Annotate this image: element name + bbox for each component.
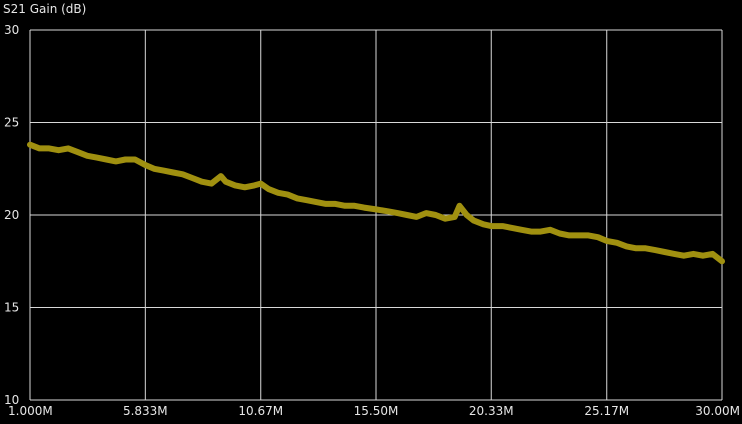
data-point	[633, 245, 639, 251]
data-point	[56, 147, 62, 153]
data-point	[719, 258, 725, 264]
data-point	[323, 201, 329, 207]
y-tick-label: 30	[4, 23, 19, 37]
data-point	[690, 251, 696, 257]
data-point	[700, 253, 706, 259]
data-point	[27, 142, 33, 148]
data-point	[394, 210, 400, 216]
data-point	[352, 203, 358, 209]
data-point	[199, 179, 205, 185]
data-point	[595, 234, 601, 240]
data-point	[208, 181, 214, 187]
x-tick-label: 20.33M	[469, 404, 514, 418]
x-tick-label: 10.67M	[238, 404, 283, 418]
data-point	[385, 208, 391, 214]
data-point	[414, 214, 420, 220]
data-point	[499, 223, 505, 229]
data-point	[480, 221, 486, 227]
x-tick-label: 25.17M	[584, 404, 629, 418]
y-tick-label: 20	[4, 208, 19, 222]
data-point	[404, 212, 410, 218]
data-point	[232, 182, 238, 188]
x-tick-label: 30.00M	[695, 404, 740, 418]
data-point	[671, 251, 677, 257]
x-tick-label: 15.50M	[354, 404, 399, 418]
data-point	[84, 153, 90, 159]
data-point	[285, 192, 291, 198]
data-point	[294, 195, 300, 201]
data-point	[361, 205, 367, 211]
data-point	[65, 145, 71, 151]
data-point	[180, 171, 186, 177]
data-point	[433, 212, 439, 218]
data-point	[113, 158, 119, 164]
data-point	[538, 229, 544, 235]
data-point	[624, 243, 630, 249]
data-point	[132, 157, 138, 162]
data-point	[519, 227, 525, 233]
data-point	[75, 149, 81, 155]
data-point	[94, 155, 100, 161]
data-point	[604, 238, 610, 244]
data-point	[662, 249, 668, 255]
x-tick-label: 5.833M	[123, 404, 168, 418]
data-point	[528, 229, 534, 235]
y-tick-label: 10	[4, 393, 19, 407]
data-point	[423, 210, 429, 216]
data-point	[122, 157, 128, 162]
data-point	[266, 186, 272, 192]
data-point	[464, 212, 470, 218]
data-point	[332, 201, 338, 207]
data-point	[652, 247, 658, 253]
data-point	[547, 227, 553, 233]
data-point	[151, 166, 157, 172]
y-tick-label: 25	[4, 116, 19, 130]
data-point	[313, 199, 319, 205]
data-point	[342, 203, 348, 209]
data-point	[103, 157, 109, 162]
data-point	[223, 179, 229, 185]
data-point	[452, 214, 458, 220]
data-point	[142, 162, 148, 168]
data-point	[218, 173, 224, 179]
data-point	[170, 169, 176, 175]
data-point	[576, 232, 582, 238]
data-point	[681, 253, 687, 259]
data-point	[251, 182, 257, 188]
data-point	[442, 216, 448, 222]
data-point	[275, 190, 281, 196]
data-point	[46, 145, 52, 151]
data-point	[37, 145, 43, 151]
data-point	[189, 175, 195, 181]
y-tick-label: 15	[4, 301, 19, 315]
data-point	[643, 245, 649, 251]
x-tick-label: 1.000M	[8, 404, 53, 418]
data-point	[258, 181, 264, 187]
data-point	[509, 225, 515, 231]
data-point	[566, 232, 572, 238]
data-point	[304, 197, 310, 203]
data-point	[557, 231, 563, 236]
data-point	[488, 223, 494, 229]
data-point	[242, 184, 248, 190]
data-point	[161, 168, 167, 174]
chart-title: S21 Gain (dB)	[3, 2, 87, 16]
data-point	[471, 218, 477, 224]
data-point	[585, 232, 591, 238]
data-point	[457, 203, 463, 209]
data-point	[709, 251, 715, 257]
data-point	[373, 206, 379, 212]
data-point	[614, 240, 620, 246]
